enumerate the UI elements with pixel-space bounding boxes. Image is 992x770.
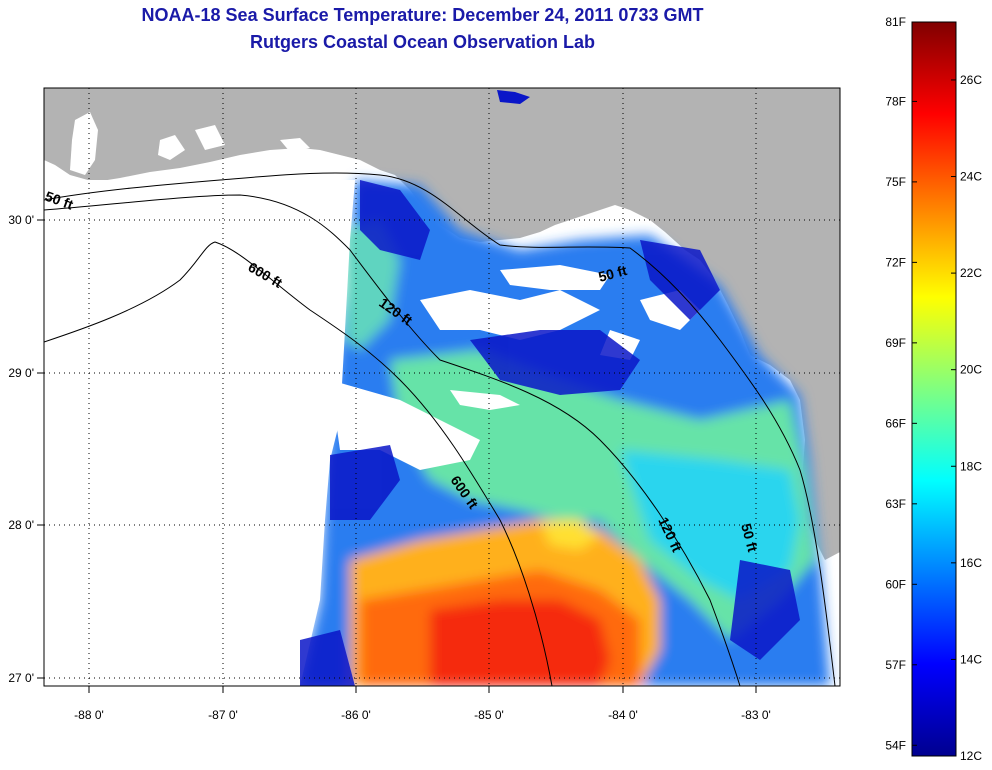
map-title: NOAA-18 Sea Surface Temperature: Decembe…	[141, 5, 704, 25]
colorbar-f-label: 75F	[885, 175, 906, 189]
lon-tick-label: -84 0'	[608, 708, 638, 722]
colorbar-c-label: 20C	[960, 363, 982, 377]
lon-tick-label: -87 0'	[208, 708, 238, 722]
contour-label-50ft-east: 50 ft	[597, 262, 629, 285]
sst-field	[300, 180, 830, 686]
colorbar-f-label: 66F	[885, 416, 906, 430]
colorbar-f-label: 60F	[885, 577, 906, 591]
colorbar-c-label: 16C	[960, 556, 982, 570]
lat-tick-label: 28 0'	[8, 518, 34, 532]
contour-label-50ft-south: 50 ft	[738, 522, 761, 554]
lon-tick-label: -86 0'	[341, 708, 371, 722]
colorbar-c-label: 14C	[960, 652, 982, 666]
tick-marks	[37, 219, 757, 693]
colorbar-f-label: 57F	[885, 658, 906, 672]
colorbar-c-label: 26C	[960, 73, 982, 87]
colorbar-f-label: 81F	[885, 15, 906, 29]
lon-tick-label: -85 0'	[474, 708, 504, 722]
colorbar-f-label: 69F	[885, 336, 906, 350]
colorbar-f-label: 72F	[885, 255, 906, 269]
longitude-labels: -88 0' -87 0' -86 0' -85 0' -84 0' -83 0…	[74, 708, 771, 722]
lat-tick-label: 27 0'	[8, 671, 34, 685]
lat-tick-label: 30 0'	[8, 213, 34, 227]
colorbar-c-label: 18C	[960, 459, 982, 473]
colorbar-c-label: 24C	[960, 170, 982, 184]
colorbar-c-label: 12C	[960, 749, 982, 763]
colorbar-c-label: 22C	[960, 266, 982, 280]
colorbar-f-label: 54F	[885, 738, 906, 752]
map-subtitle: Rutgers Coastal Ocean Observation Lab	[249, 32, 596, 52]
lon-tick-label: -83 0'	[741, 708, 771, 722]
depth-contours	[44, 172, 836, 686]
cloud-mask	[44, 180, 700, 686]
colorbar-celsius-labels: 26C 24C 22C 20C 18C 16C 14C 12C	[951, 73, 982, 763]
land-mass	[44, 88, 840, 560]
plot-frame	[43, 87, 841, 687]
offshore-patch	[497, 90, 530, 104]
latitude-labels: 30 0' 29 0' 28 0' 27 0'	[8, 213, 34, 685]
colorbar-fahrenheit-labels: 81F 78F 75F 72F 69F 66F 63F 60F 57F 54F	[885, 15, 917, 752]
colorbar-f-label: 78F	[885, 94, 906, 108]
lon-tick-label: -88 0'	[74, 708, 104, 722]
lat-tick-label: 29 0'	[8, 366, 34, 380]
colorbar-f-label: 63F	[885, 497, 906, 511]
colorbar	[911, 21, 957, 757]
